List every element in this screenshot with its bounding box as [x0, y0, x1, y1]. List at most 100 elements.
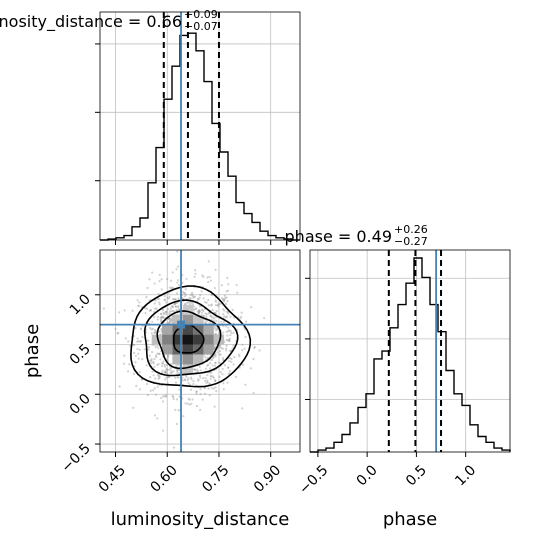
scatter-point [176, 368, 179, 371]
scatter-point [165, 301, 168, 304]
density-cell [182, 314, 194, 325]
scatter-point [201, 309, 204, 312]
scatter-point [219, 353, 222, 356]
scatter-point [137, 357, 140, 360]
scatter-point [153, 414, 157, 417]
scatter-point [216, 328, 219, 331]
scatter-point [156, 363, 159, 366]
scatter-point [199, 393, 202, 396]
scatter-point [156, 318, 159, 321]
scatter-point [195, 392, 198, 396]
scatter-point [166, 296, 169, 299]
scatter-point [154, 331, 157, 334]
scatter-point [226, 339, 229, 342]
scatter-point [209, 314, 213, 318]
scatter-point [158, 273, 161, 276]
scatter-point [102, 307, 106, 310]
scatter-point [227, 366, 230, 370]
scatter-point [228, 339, 231, 343]
scatter-point [152, 360, 155, 364]
scatter-point [213, 317, 216, 320]
scatter-point [193, 275, 196, 278]
scatter-point [154, 307, 157, 310]
scatter-point [214, 345, 217, 349]
scatter-point [168, 295, 171, 298]
scatter-point [186, 301, 189, 304]
density-cell [182, 334, 194, 345]
scatter-point [162, 311, 165, 314]
scatter-point [141, 335, 144, 339]
scatter-point [170, 370, 173, 373]
scatter-point [192, 295, 195, 298]
scatter-point [118, 385, 121, 388]
panel-frame-joint [99, 249, 301, 453]
scatter-point [241, 363, 245, 366]
scatter-point [209, 367, 212, 370]
scatter-point [138, 301, 141, 304]
scatter-point [187, 397, 190, 400]
scatter-point [168, 310, 171, 314]
scatter-point [197, 379, 200, 382]
scatter-point [164, 371, 167, 374]
scatter-point [214, 361, 217, 364]
scatter-point [162, 316, 165, 319]
scatter-point [195, 390, 198, 393]
scatter-point [148, 309, 151, 312]
scatter-point [186, 402, 189, 405]
scatter-point [226, 289, 230, 292]
scatter-point [164, 371, 167, 374]
scatter-point [176, 371, 179, 375]
scatter-point [154, 299, 157, 302]
scatter-point [226, 334, 229, 337]
scatter-point [162, 395, 165, 398]
scatter-point [244, 335, 247, 339]
scatter-point [156, 352, 159, 355]
scatter-point [165, 310, 168, 314]
scatter-point [165, 313, 168, 316]
scatter-point [169, 279, 173, 282]
scatter-point [188, 296, 191, 300]
scatter-point [158, 301, 161, 304]
scatter-point [244, 320, 248, 323]
scatter-point [211, 356, 215, 359]
scatter-point [217, 346, 220, 349]
scatter-point [160, 312, 163, 315]
scatter-point [209, 358, 212, 361]
density-cell [193, 334, 204, 345]
scatter-point [214, 311, 217, 314]
scatter-point [199, 408, 202, 411]
scatter-point [196, 310, 199, 313]
scatter-point [197, 312, 200, 315]
scatter-point [209, 304, 213, 307]
scatter-point [263, 317, 266, 320]
scatter-point [258, 349, 261, 352]
density-cell [203, 344, 214, 355]
scatter-point [138, 371, 141, 374]
scatter-point [177, 376, 180, 379]
scatter-point [197, 297, 200, 300]
scatter-point [160, 315, 163, 318]
y-tick-label-phase: −0.5 [58, 441, 93, 476]
scatter-point [194, 272, 197, 275]
scatter-point [148, 354, 151, 357]
scatter-point [148, 326, 152, 330]
scatter-point [189, 388, 193, 391]
scatter-point [201, 398, 204, 401]
scatter-point [163, 312, 166, 316]
scatter-point [206, 379, 209, 382]
scatter-point [157, 377, 160, 380]
scatter-point [219, 370, 222, 374]
scatter-point [182, 415, 185, 418]
scatter-point [222, 358, 225, 361]
y-tick-label-phase: 0.0 [67, 391, 94, 418]
scatter-point [164, 394, 168, 397]
scatter-point [183, 292, 186, 295]
scatter-point [210, 315, 213, 319]
scatter-point [183, 292, 186, 295]
scatter-point [161, 429, 165, 432]
scatter-point [134, 361, 137, 364]
density-cell [203, 324, 214, 335]
scatter-point [205, 320, 208, 323]
scatter-point [170, 318, 173, 321]
scatter-point [217, 302, 220, 306]
